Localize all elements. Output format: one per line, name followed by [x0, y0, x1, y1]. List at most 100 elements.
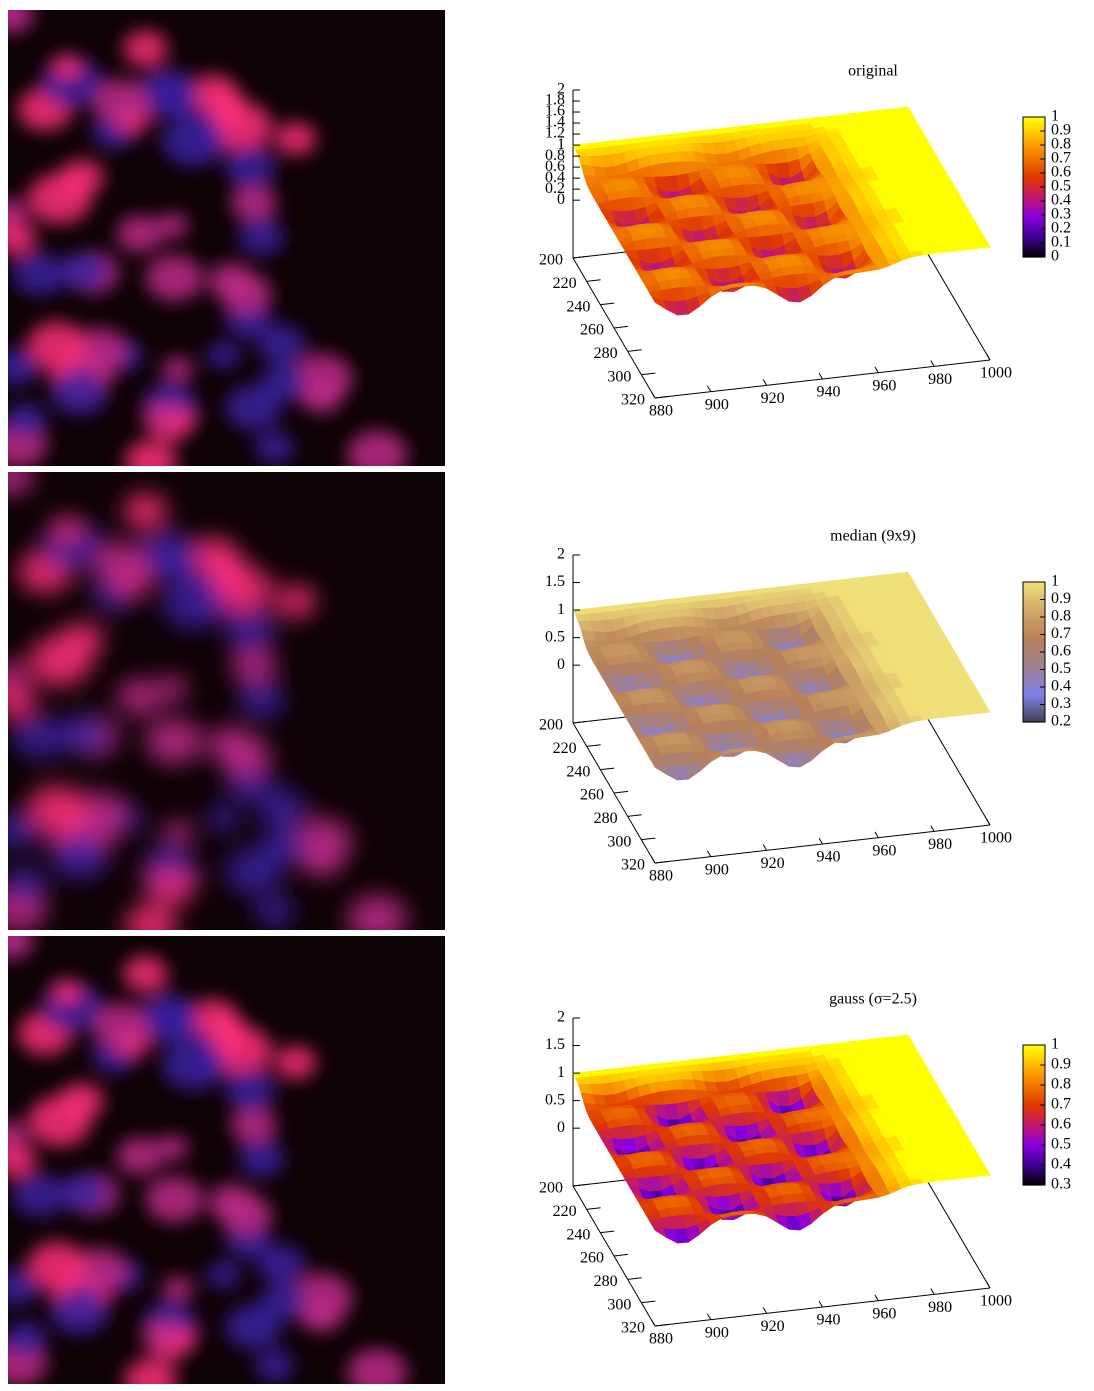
colorbar-tick-label: 0.9 — [1051, 1056, 1071, 1073]
x-tick — [931, 826, 934, 832]
cell — [12, 1174, 66, 1217]
cell — [92, 79, 149, 124]
surface — [573, 1035, 990, 1243]
colorbar-tick-label: 0.7 — [1051, 625, 1071, 642]
chart-title: median (9x9) — [830, 528, 916, 545]
x-tick — [652, 392, 655, 398]
x-tick-label: 880 — [649, 1331, 673, 1348]
cell — [27, 1242, 86, 1289]
z-tick-label: 0.5 — [545, 628, 565, 645]
cell — [275, 1046, 316, 1079]
x-tick — [875, 832, 878, 838]
colorbar-tick-label: 1 — [1051, 1036, 1059, 1053]
y-tick — [600, 303, 614, 305]
surface-patch — [576, 1077, 590, 1084]
y-tick-label: 280 — [594, 1273, 618, 1290]
cell — [255, 431, 295, 463]
cell — [27, 321, 86, 368]
x-tick-label: 880 — [649, 868, 673, 885]
y-tick — [573, 721, 587, 723]
cell — [123, 31, 168, 67]
cell — [230, 647, 276, 684]
cell — [142, 401, 180, 431]
y-tick — [641, 838, 655, 840]
z-tick-label: 0 — [557, 656, 565, 673]
y-tick-label: 320 — [621, 392, 645, 409]
y-tick-label: 200 — [539, 1180, 563, 1197]
x-tick-label: 980 — [928, 836, 952, 853]
cell — [230, 184, 276, 221]
cell — [142, 865, 180, 895]
cell — [60, 715, 108, 753]
cell — [225, 1304, 282, 1350]
micrograph — [0, 0, 445, 483]
y-tick — [641, 373, 655, 375]
colorbar-tick-label: 0.6 — [1051, 643, 1071, 660]
colorbar-tick-label: 1 — [1051, 573, 1059, 590]
x-tick — [931, 361, 934, 367]
y-tick — [655, 861, 669, 863]
x-tick-label: 960 — [872, 842, 896, 859]
x-tick-label: 960 — [872, 377, 896, 394]
cell — [225, 849, 282, 895]
cell — [275, 585, 316, 618]
x-tick-label: 880 — [649, 403, 673, 420]
y-tick — [655, 396, 669, 398]
y-tick — [614, 791, 628, 793]
y-tick — [587, 745, 601, 747]
x-tick-label: 940 — [817, 1312, 841, 1329]
surface-patch — [576, 614, 590, 621]
y-tick — [614, 326, 628, 328]
y-tick — [587, 280, 601, 282]
cell — [145, 1176, 203, 1222]
cell — [50, 516, 82, 542]
cell — [257, 325, 306, 364]
y-tick-label: 260 — [580, 322, 604, 339]
x-tick — [652, 1320, 655, 1326]
cell — [257, 1245, 306, 1284]
y-tick — [600, 1231, 614, 1233]
cell — [145, 718, 203, 764]
x-tick — [819, 1301, 822, 1307]
colorbar-tick-label: 1 — [1051, 108, 1059, 125]
z-tick-label: 2 — [557, 81, 565, 98]
surface-patch — [578, 1084, 592, 1094]
y-tick-label: 220 — [553, 740, 577, 757]
y-tick-label: 300 — [607, 1296, 631, 1313]
cell — [4, 1322, 47, 1356]
cell — [239, 1140, 285, 1177]
surface-patch — [576, 149, 590, 156]
y-tick-label: 200 — [539, 252, 563, 269]
y-tick — [655, 1324, 669, 1326]
colorbar-tick-label: 0.3 — [1051, 695, 1071, 712]
x-tick — [707, 1314, 710, 1320]
x-tick-label: 900 — [705, 861, 729, 878]
cell — [212, 87, 243, 112]
colorbar-tick-label: 0.4 — [1051, 678, 1071, 695]
cell — [212, 1011, 243, 1036]
cell — [255, 1350, 295, 1382]
cell — [301, 380, 343, 413]
cell — [225, 146, 276, 187]
x-tick-label: 940 — [817, 384, 841, 401]
y-tick-label: 320 — [621, 1320, 645, 1337]
y-tick — [573, 1184, 587, 1186]
y-tick — [600, 768, 614, 770]
x-tick — [819, 373, 822, 379]
cell — [162, 820, 193, 845]
cell — [162, 356, 193, 381]
y-tick — [628, 1278, 642, 1280]
cell — [206, 1261, 240, 1288]
z-tick-label: 0.5 — [545, 1091, 565, 1108]
cell — [301, 1299, 343, 1332]
cell — [60, 252, 108, 290]
cell — [206, 341, 240, 368]
x-tick — [987, 819, 990, 825]
cell — [301, 844, 343, 877]
cell — [12, 252, 66, 295]
y-tick — [628, 350, 642, 352]
colorbar-tick-label: 0.2 — [1051, 713, 1071, 730]
cell — [206, 805, 240, 832]
cell — [117, 678, 163, 715]
cell — [230, 1107, 276, 1144]
